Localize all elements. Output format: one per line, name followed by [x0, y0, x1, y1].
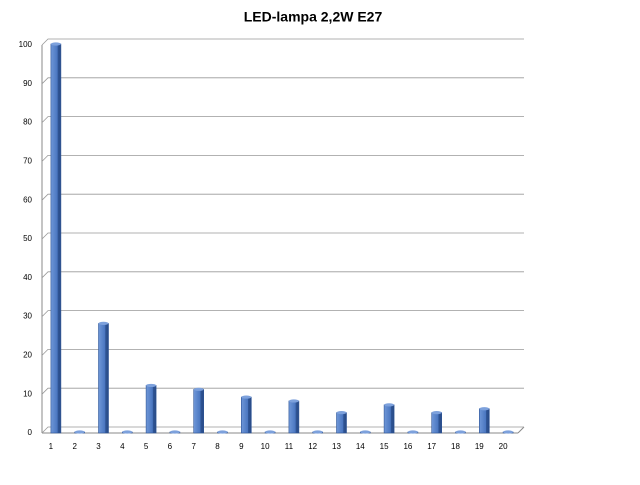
y-tick-label: 100: [19, 40, 33, 49]
y-tick-label: 90: [23, 79, 32, 88]
y-tick-label: 70: [23, 157, 32, 166]
bar-cap: [288, 399, 299, 403]
bar: [383, 404, 395, 434]
grid-line: [41, 271, 524, 279]
x-tick-label: 7: [191, 442, 196, 451]
x-tick-label: 20: [499, 442, 508, 451]
bar: [431, 412, 442, 434]
bar-cap: [122, 430, 133, 434]
bar-cap: [384, 403, 395, 407]
y-tick-label: 80: [23, 118, 32, 127]
bar-cap: [407, 430, 418, 434]
bar: [288, 400, 300, 434]
y-tick-label: 50: [23, 234, 32, 243]
x-tick-label: 4: [120, 442, 125, 451]
bar-cap: [217, 430, 228, 434]
y-tick-label: 30: [23, 312, 32, 321]
x-tick-label: 3: [96, 442, 101, 451]
bar: [241, 396, 252, 434]
bar-cap: [312, 430, 323, 434]
x-tick-label: 17: [427, 442, 436, 451]
x-tick-label: 2: [72, 442, 77, 451]
bar-cap: [360, 430, 371, 434]
x-tick-label: 11: [285, 442, 294, 451]
x-tick-label: 10: [261, 442, 270, 451]
floor-edge: [517, 426, 525, 434]
bar-cap: [455, 430, 466, 434]
bar: [336, 412, 347, 434]
bar: [479, 408, 490, 434]
y-tick-label: 10: [23, 389, 32, 398]
x-tick-label: 19: [475, 442, 484, 451]
grid-line: [41, 348, 524, 356]
bar: [193, 389, 204, 434]
y-tick-label: 0: [28, 428, 33, 437]
x-tick-label: 5: [144, 442, 149, 451]
bar-cap: [503, 430, 514, 434]
x-tick-label: 15: [380, 442, 389, 451]
x-tick-label: 12: [308, 442, 317, 451]
grid-line: [41, 154, 524, 162]
bar-cap: [169, 430, 180, 434]
bar-cap: [193, 387, 204, 391]
grid-line: [41, 387, 524, 395]
x-tick-label: 16: [403, 442, 412, 451]
x-tick-label: 9: [239, 442, 244, 451]
grid-line: [41, 77, 524, 85]
grid-line: [41, 193, 524, 201]
chart-title: LED-lampa 2,2W E27: [244, 9, 383, 25]
y-tick-label: 40: [23, 273, 32, 282]
x-tick-label: 13: [332, 442, 341, 451]
x-tick-label: 1: [49, 442, 54, 451]
bar: [50, 43, 62, 434]
bar-cap: [50, 42, 61, 46]
grid-line: [41, 116, 524, 123]
bar: [145, 385, 157, 434]
x-tick-label: 18: [451, 442, 460, 451]
bar-cap: [241, 395, 252, 399]
x-tick-label: 14: [356, 442, 365, 451]
bar: [98, 323, 109, 434]
bar-cap: [146, 383, 157, 388]
bar-cap: [74, 430, 85, 434]
grid-line: [41, 310, 524, 317]
x-tick-label: 6: [168, 442, 173, 451]
bar-cap: [431, 411, 442, 415]
grid-line: [41, 38, 524, 46]
bar-cap: [336, 411, 347, 415]
bar-cap: [479, 407, 490, 411]
grid-line: [41, 232, 524, 240]
y-tick-label: 20: [23, 351, 32, 360]
y-tick-label: 60: [23, 195, 32, 204]
bar-cap: [265, 430, 276, 434]
grid-line: [41, 426, 524, 434]
bar-cap: [98, 321, 109, 325]
x-tick-label: 8: [215, 442, 220, 451]
